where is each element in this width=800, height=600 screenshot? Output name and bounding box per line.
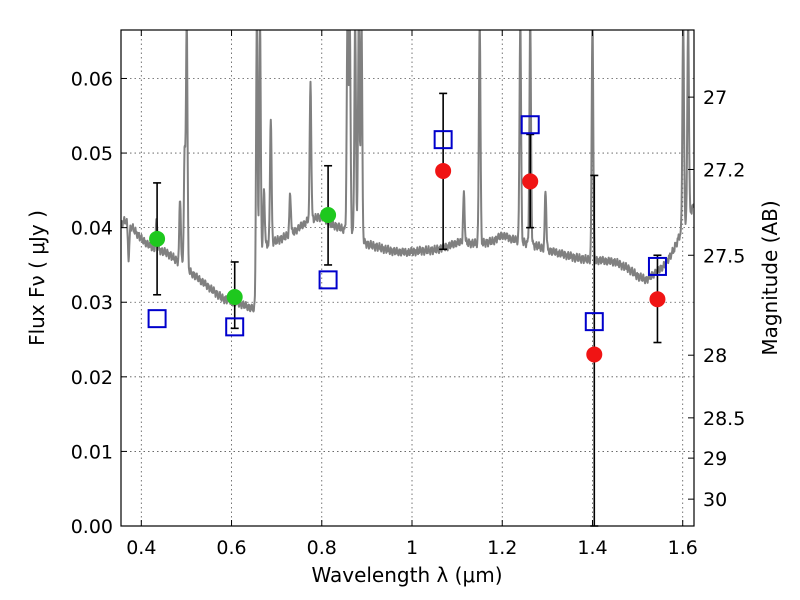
y2-axis-label: Magnitude (AB) xyxy=(758,200,782,355)
model-point-square xyxy=(520,115,540,135)
y2-tick-label: 29 xyxy=(703,448,727,470)
y2-tick-label: 30 xyxy=(703,489,727,511)
data-point-circle xyxy=(649,291,666,308)
y-tick-label: 0.03 xyxy=(71,292,113,314)
plot-frame xyxy=(120,29,695,527)
data-point-circle xyxy=(149,230,166,247)
spectrum xyxy=(121,30,694,313)
x-tick-label: 1 xyxy=(406,537,418,559)
y2-tick-label: 27 xyxy=(703,87,727,109)
x-tick-label: 1.6 xyxy=(668,537,698,559)
x-tick-label: 1.2 xyxy=(487,537,517,559)
model-point-square xyxy=(647,256,667,276)
y2-tick-label: 27.5 xyxy=(703,245,745,267)
y-axis-label: Flux Fν ( μJy ) xyxy=(25,210,49,346)
data-markers xyxy=(147,115,667,363)
data-point-circle xyxy=(435,162,452,179)
y2-tick-label: 28.5 xyxy=(703,408,745,430)
axis-ticks: 0.4 0.6 0.8 1 1.2 1.4 1.6 0.00 0.01 0.02 0.03 0.04 0… xyxy=(71,30,745,559)
x-tick-label: 0.4 xyxy=(126,537,156,559)
data-point-circle xyxy=(522,173,539,190)
data-point-circle xyxy=(320,206,337,223)
y-tick-label: 0.06 xyxy=(71,68,113,90)
model-point-square xyxy=(433,130,453,150)
y2-tick-label: 27.2 xyxy=(703,159,745,181)
model-point-square xyxy=(225,317,245,337)
y-tick-label: 0.01 xyxy=(71,441,113,463)
data-point-circle xyxy=(226,289,243,306)
y2-tick-label: 28 xyxy=(703,345,727,367)
x-tick-label: 1.4 xyxy=(577,537,607,559)
data-point-circle xyxy=(586,346,603,363)
model-point-square xyxy=(318,270,338,290)
x-axis-label: Wavelength λ (μm) xyxy=(311,563,502,587)
plot-background xyxy=(121,30,694,526)
model-point-square xyxy=(147,309,167,329)
spectrum-line xyxy=(121,30,694,313)
y-tick-label: 0.00 xyxy=(71,516,113,538)
x-tick-label: 0.8 xyxy=(307,537,337,559)
x-tick-label: 0.6 xyxy=(216,537,246,559)
y-tick-label: 0.04 xyxy=(71,218,113,240)
y-tick-label: 0.02 xyxy=(71,367,113,389)
y-tick-label: 0.05 xyxy=(71,143,113,165)
model-point-square xyxy=(584,312,604,332)
